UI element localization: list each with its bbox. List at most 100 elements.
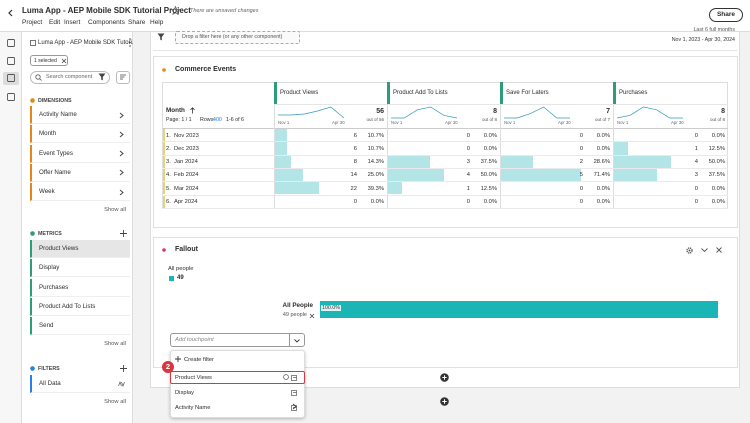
- rows-select[interactable]: 400: [213, 117, 222, 123]
- row-line: [162, 167, 728, 169]
- touchpoint-dropdown[interactable]: [289, 333, 305, 347]
- row-number: 6.: [166, 199, 171, 205]
- component-item[interactable]: Send: [30, 317, 130, 336]
- component-item[interactable]: Week: [30, 183, 130, 202]
- search-box[interactable]: [30, 71, 110, 84]
- component-label: Activity Name: [39, 111, 77, 118]
- cell-count: 4: [466, 172, 470, 179]
- row-line: [162, 194, 728, 196]
- component-item[interactable]: Activity Name: [30, 106, 130, 124]
- date-range-label: Last 6 full months: [693, 27, 735, 33]
- cell-count: 3: [466, 159, 470, 166]
- collapse-icon: [701, 248, 708, 253]
- component-label: Month: [39, 130, 57, 138]
- cell-count: 4: [694, 159, 698, 166]
- cell-count: 0: [466, 199, 470, 205]
- column-divider: [613, 82, 614, 209]
- spark-start: Nov 1: [278, 120, 290, 125]
- spark-start: Nov 1: [617, 120, 629, 125]
- step-remove: [309, 313, 315, 319]
- component-item[interactable]: Product Add To Lists: [30, 297, 130, 316]
- cell-percent: 37.5%: [708, 172, 725, 179]
- menu-item[interactable]: Share: [128, 19, 146, 26]
- spark-end: Apr 30: [332, 120, 345, 125]
- cell-bar: [501, 155, 533, 168]
- table-header-line: [162, 128, 728, 129]
- list-button[interactable]: [116, 71, 130, 84]
- cell-bar: [275, 168, 303, 182]
- filter-drop-zone: [175, 31, 300, 44]
- component-item[interactable]: Event Types: [30, 144, 130, 163]
- component-item[interactable]: Display: [30, 259, 130, 278]
- show-all[interactable]: Show all: [104, 399, 126, 405]
- menu-item[interactable]: Components: [88, 19, 125, 26]
- show-all[interactable]: Show all: [104, 207, 126, 213]
- cell-percent: 28.6%: [593, 159, 610, 166]
- cell-count: 0: [579, 132, 583, 139]
- menu-item[interactable]: Insert: [64, 19, 81, 26]
- cell-percent: 10.7%: [367, 132, 384, 139]
- column-total-label: out of 7: [594, 117, 610, 122]
- section-title: METRICS: [38, 230, 62, 237]
- section-icon: [30, 366, 35, 371]
- menu-item[interactable]: Project: [22, 19, 43, 26]
- column-total: 56: [376, 108, 384, 115]
- row-number: 1.: [166, 132, 171, 139]
- cell-count: 0: [694, 185, 698, 192]
- search-icon: [35, 74, 42, 81]
- cell-percent: 39.3%: [367, 185, 384, 192]
- cell-percent: 12.5%: [708, 145, 725, 152]
- sort-icon: [190, 107, 195, 114]
- gear-icon: [686, 247, 693, 254]
- cell-bar: [501, 168, 581, 182]
- callout-badge: 2: [162, 361, 174, 373]
- column-rule: [500, 104, 613, 105]
- row-accent: [163, 142, 165, 155]
- menu-option[interactable]: [170, 371, 305, 384]
- sparkline: [504, 106, 570, 119]
- component-item[interactable]: Product Views: [30, 240, 130, 258]
- cell-percent: 0.0%: [711, 185, 725, 192]
- cell-bar: [275, 129, 287, 142]
- cell-bar: [275, 155, 291, 168]
- component-item[interactable]: Month: [30, 125, 130, 144]
- spark-start: Nov 1: [504, 120, 516, 125]
- column-accent: [613, 82, 616, 104]
- rail-icon: [7, 93, 15, 101]
- more-icon: [129, 38, 131, 47]
- star-icon: [170, 5, 181, 16]
- component-label: Product Add To Lists: [39, 302, 96, 310]
- board: [150, 32, 740, 388]
- icon-rail: [0, 32, 22, 423]
- column-accent: [274, 82, 277, 104]
- section-title: FILTERS: [38, 365, 60, 372]
- column-accent: [500, 82, 503, 104]
- row-accent: [163, 182, 165, 195]
- cell-bar: [388, 155, 430, 168]
- component-item[interactable]: All Data: [30, 375, 130, 393]
- cell-bar: [388, 168, 444, 182]
- section-icon: [30, 231, 35, 236]
- menu-item[interactable]: Help: [150, 19, 164, 26]
- row-accent: [163, 168, 165, 182]
- menu-item[interactable]: Edit: [49, 19, 61, 26]
- component-item[interactable]: Purchases: [30, 278, 130, 297]
- cell-count: 8: [353, 159, 357, 166]
- create-filter[interactable]: Create filter: [184, 356, 214, 363]
- add-panel-button: [439, 396, 449, 406]
- cell-bar: [388, 182, 402, 195]
- sidebar: [22, 32, 133, 423]
- row-number: 5.: [166, 185, 171, 192]
- top-bar: [0, 0, 750, 32]
- row-range: 1-6 of 6: [226, 117, 244, 123]
- cell-bar: [614, 155, 671, 168]
- cell-percent: 71.4%: [593, 172, 610, 179]
- table-frame: [162, 82, 728, 209]
- segment-swatch: [169, 276, 174, 281]
- show-all[interactable]: Show all: [104, 341, 126, 347]
- component-item[interactable]: Offer Name: [30, 163, 130, 182]
- option-icon: [291, 390, 297, 396]
- sparkline: [616, 106, 683, 119]
- share-button[interactable]: Share: [709, 8, 743, 22]
